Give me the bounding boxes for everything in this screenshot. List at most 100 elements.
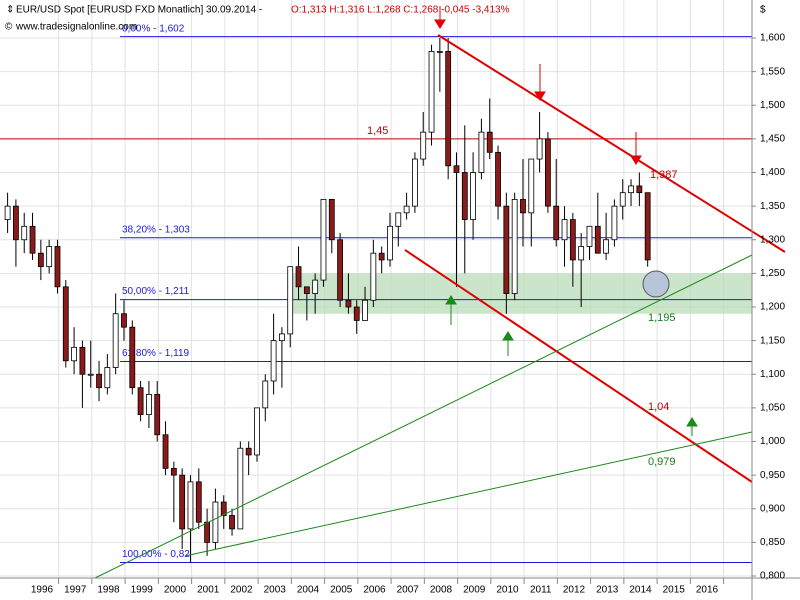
header-icon: ⇕ (6, 5, 14, 16)
candle-body (245, 447, 252, 456)
x-tick-label: 2013 (596, 585, 619, 596)
candle-body (212, 501, 219, 543)
candle-body (4, 205, 11, 220)
x-tick-label: 2012 (563, 585, 586, 596)
y-tick-label: 1,150 (760, 335, 785, 346)
candle-body (29, 225, 36, 254)
candle-body (179, 474, 186, 530)
y-tick-label: 1,500 (760, 100, 785, 111)
candle-body (403, 205, 410, 214)
candle-body (170, 467, 177, 476)
candle-body (220, 501, 227, 516)
candle-body (62, 286, 69, 362)
x-tick-label: 2016 (696, 585, 719, 596)
candle-body (287, 266, 294, 335)
candle-body (461, 172, 468, 220)
y-tick-label: 1,600 (760, 33, 785, 44)
x-tick-label: 1998 (97, 585, 120, 596)
resistance-label: 1,45 (367, 125, 388, 137)
candle-body (495, 151, 501, 207)
candle-body (378, 252, 385, 261)
candle-body (320, 198, 327, 281)
fib-label: 100,00% - 0,82 (122, 549, 190, 560)
candle-body (553, 205, 560, 241)
currency: $ (760, 5, 766, 16)
candle-body (121, 313, 127, 328)
fib-label: 61,80% - 1,119 (122, 348, 190, 359)
candle-body (96, 373, 102, 389)
candle-body (37, 252, 44, 268)
trend-line (404, 249, 753, 483)
y-tick-label: 1,300 (760, 234, 785, 245)
candle-body (71, 346, 77, 362)
annotation: 1,04 (648, 401, 669, 413)
candle-body (503, 205, 510, 294)
y-tick-label: 1,050 (760, 403, 785, 414)
candle-body (79, 346, 86, 375)
candle-body (594, 225, 601, 254)
candle-body (295, 266, 302, 288)
candle-body (187, 481, 194, 530)
y-tick-label: 1,550 (760, 66, 785, 77)
candle-body (46, 246, 53, 268)
x-tick-label: 2005 (330, 585, 353, 596)
y-tick-label: 0,950 (760, 470, 785, 481)
candle-body (362, 299, 368, 321)
annotation: 1,195 (648, 312, 676, 324)
candle-body (436, 51, 443, 53)
y-tick-label: 0,900 (760, 503, 785, 514)
candle-body (54, 246, 61, 288)
candle-body (312, 279, 319, 294)
arrows-down (434, 6, 642, 165)
x-tick-label: 2015 (663, 585, 686, 596)
candle-body (104, 367, 111, 389)
y-tick-label: 1,000 (760, 436, 785, 447)
candle-body (520, 198, 526, 214)
candle-body (511, 198, 518, 294)
candle-body (328, 198, 335, 241)
candle-body (353, 306, 360, 321)
candle-body (21, 225, 28, 241)
x-tick-label: 2003 (264, 585, 287, 596)
arrows-up (445, 295, 698, 436)
fib-label: 38,20% - 1,303 (122, 224, 190, 235)
x-tick-label: 2008 (430, 585, 453, 596)
candle-body (412, 158, 418, 207)
y-tick-label: 0,850 (760, 537, 785, 548)
y-tick-label: 1,350 (760, 201, 785, 212)
candle-body (545, 138, 551, 207)
y-tick-label: 1,100 (760, 369, 785, 380)
candle-body (112, 313, 119, 368)
candle-body (270, 340, 277, 382)
candle-body (87, 373, 94, 376)
quote: O:1,313 H:1,316 L:1,268 C:1,268 -0,045 -… (291, 5, 510, 16)
x-tick-label: 2002 (230, 585, 253, 596)
x-tick-label: 2000 (164, 585, 187, 596)
annotation: 1,387 (650, 169, 678, 181)
x-tick-label: 2014 (629, 585, 652, 596)
candle-body (561, 219, 568, 241)
candle-body (229, 515, 235, 530)
candle-body (420, 131, 427, 160)
candle-body (162, 434, 169, 469)
candle-body (237, 447, 244, 530)
candle-body (370, 252, 377, 301)
candle-body (137, 387, 144, 416)
x-tick-label: 2001 (197, 585, 220, 596)
candle-body (486, 131, 493, 153)
candle-body (303, 286, 310, 294)
x-tick-label: 2007 (397, 585, 420, 596)
trend-line (94, 254, 753, 579)
candle-body (453, 165, 460, 173)
candle-body (387, 225, 393, 261)
x-tick-label: 1999 (131, 585, 154, 596)
candle-body (279, 333, 285, 342)
x-tick-label: 1996 (31, 585, 54, 596)
y-tick-label: 1,250 (760, 268, 785, 279)
y-tick-label: 1,400 (760, 167, 785, 178)
candle-body (154, 394, 161, 436)
candle-body (395, 212, 402, 227)
candle-body (628, 185, 634, 194)
candle-body (129, 326, 136, 389)
chart-title: EUR/USD Spot [EURUSD FXD Monatlich] 30.0… (16, 5, 262, 16)
